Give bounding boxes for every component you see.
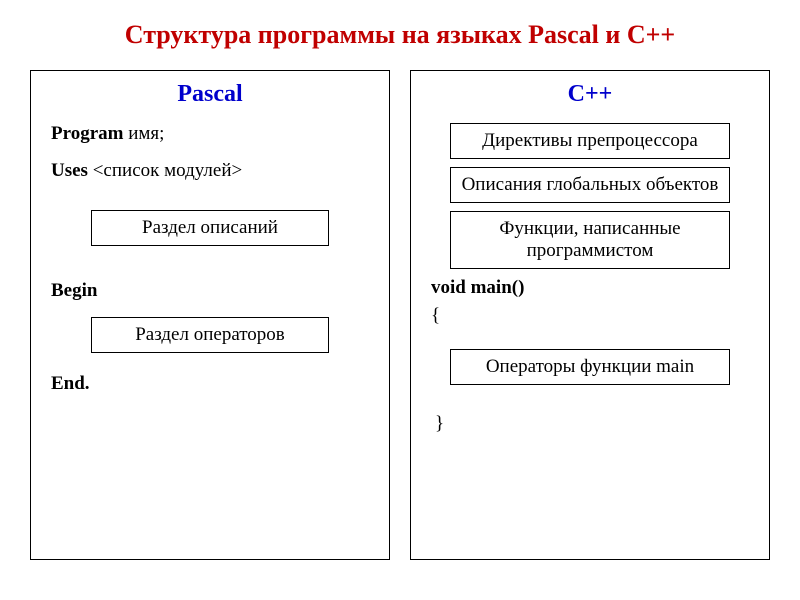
cpp-globals-box: Описания глобальных объектов <box>450 167 730 203</box>
cpp-brace-open: { <box>431 305 749 327</box>
pascal-uses-rest: <список модулей> <box>88 160 242 181</box>
pascal-uses-keyword: Uses <box>51 160 88 181</box>
cpp-heading: С++ <box>431 81 749 108</box>
cpp-main-operators-box: Операторы функции main <box>450 349 730 385</box>
pascal-program-rest: имя; <box>123 123 164 144</box>
cpp-preprocessor-box: Директивы препроцессора <box>450 123 730 159</box>
pascal-descriptions-box: Раздел описаний <box>91 210 330 246</box>
cpp-voidmain: void main() <box>431 277 749 299</box>
pascal-program-keyword: Program <box>51 123 123 144</box>
pascal-program-line: Program имя; <box>51 123 369 145</box>
pascal-column: Pascal Program имя; Uses <список модулей… <box>30 70 390 560</box>
pascal-operators-box: Раздел операторов <box>91 317 330 353</box>
cpp-brace-close: } <box>435 413 749 435</box>
pascal-end: End. <box>51 373 369 395</box>
pascal-heading: Pascal <box>51 81 369 108</box>
columns-container: Pascal Program имя; Uses <список модулей… <box>30 70 770 560</box>
slide-title: Структура программы на языках Pascal и С… <box>30 20 770 50</box>
pascal-begin: Begin <box>51 280 369 302</box>
cpp-column: С++ Директивы препроцессора Описания гло… <box>410 70 770 560</box>
pascal-uses-line: Uses <список модулей> <box>51 160 369 182</box>
cpp-functions-box: Функции, написанные программистом <box>450 211 730 269</box>
